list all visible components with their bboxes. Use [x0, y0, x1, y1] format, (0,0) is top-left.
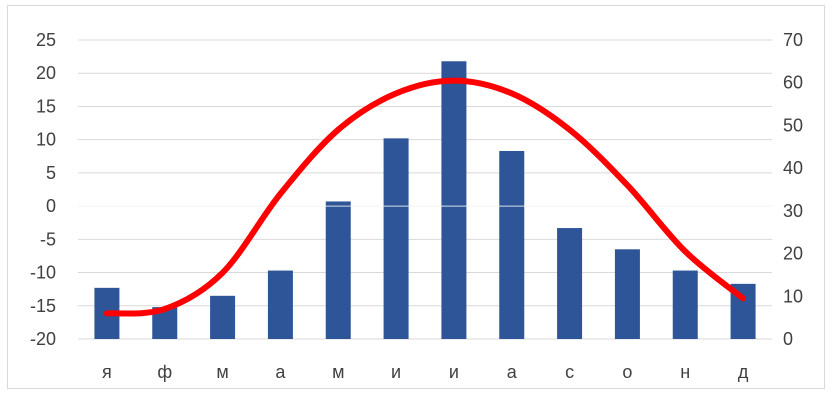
category-label: д [738, 362, 749, 382]
right-tick-label: 20 [783, 244, 803, 264]
left-tick-label: 0 [46, 196, 56, 216]
line-series-path [103, 77, 747, 317]
right-tick-label: 10 [783, 286, 803, 306]
left-tick-label: 20 [36, 63, 56, 83]
bar [383, 138, 409, 339]
left-tick-label: 15 [36, 96, 56, 116]
category-label: о [622, 362, 632, 382]
bar-series [78, 61, 772, 340]
right-tick-label: 30 [783, 201, 803, 221]
left-tick-label: 10 [36, 130, 56, 150]
bar [614, 249, 640, 339]
right-tick-label: 40 [783, 158, 803, 178]
left-tick-label: -10 [30, 263, 56, 283]
bar [267, 270, 293, 339]
right-tick-label: 70 [783, 30, 803, 50]
category-label: м [216, 362, 228, 382]
bar [325, 201, 351, 339]
bar [210, 295, 236, 339]
line-series [103, 77, 747, 317]
bar [672, 270, 698, 339]
category-label: м [332, 362, 344, 382]
category-label: с [565, 362, 574, 382]
category-label: н [680, 362, 690, 382]
left-tick-label: -20 [30, 329, 56, 349]
left-tick-label: 5 [46, 163, 56, 183]
category-label: ф [157, 362, 172, 382]
left-tick-label: 25 [36, 30, 56, 50]
left-tick-label: -5 [40, 229, 56, 249]
left-axis: 25 20 15 10 5 0 -5 -10 -15 -20 [30, 30, 56, 349]
category-label: и [449, 362, 459, 382]
category-label: и [391, 362, 401, 382]
category-label: а [275, 362, 286, 382]
right-tick-label: 0 [783, 329, 793, 349]
left-tick-label: -15 [30, 296, 56, 316]
bar [557, 228, 583, 339]
right-axis: 70 60 50 40 30 20 10 0 [783, 30, 803, 349]
category-label: а [507, 362, 518, 382]
right-tick-label: 50 [783, 115, 803, 135]
category-label: я [102, 362, 112, 382]
bar [499, 150, 525, 339]
bar [441, 61, 467, 340]
right-tick-label: 60 [783, 73, 803, 93]
